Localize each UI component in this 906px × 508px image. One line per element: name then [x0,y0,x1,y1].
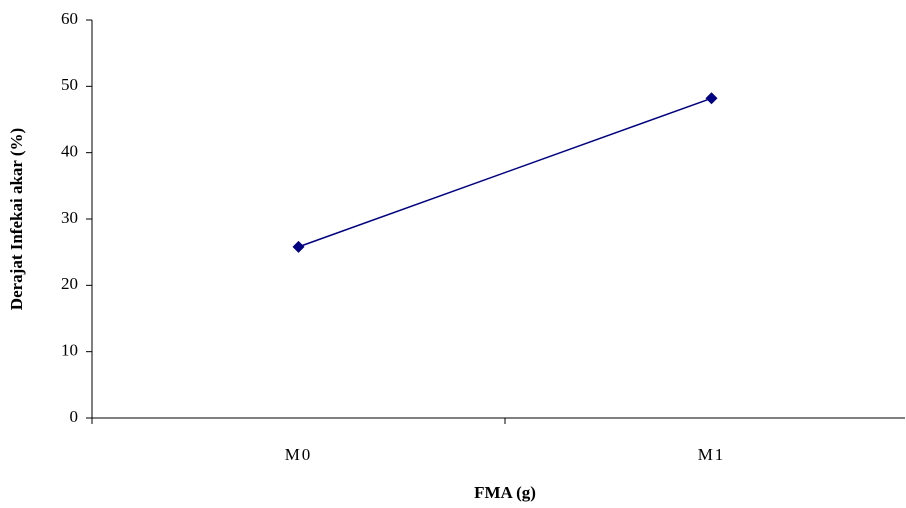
x-tick-label: M1 [698,445,726,464]
line [299,98,712,247]
chart: FMA (g) Derajat Infekai akar (%) 0 10 20 30… [0,0,906,508]
y-tick-label: 60 [61,9,78,28]
x-axis-title: FMA (g) [474,483,536,502]
y-tick-label: 0 [70,407,79,426]
y-tick-label: 40 [61,142,78,161]
y-axis-title: Derajat Infekai akar (%) [7,128,26,310]
marker [293,241,305,253]
y-tick-label: 10 [61,341,78,360]
y-tick-label: 50 [61,75,78,94]
x-tick-label: M0 [285,445,313,464]
marker [706,92,718,104]
y-tick-label: 30 [61,208,78,227]
y-tick-label: 20 [61,274,78,293]
